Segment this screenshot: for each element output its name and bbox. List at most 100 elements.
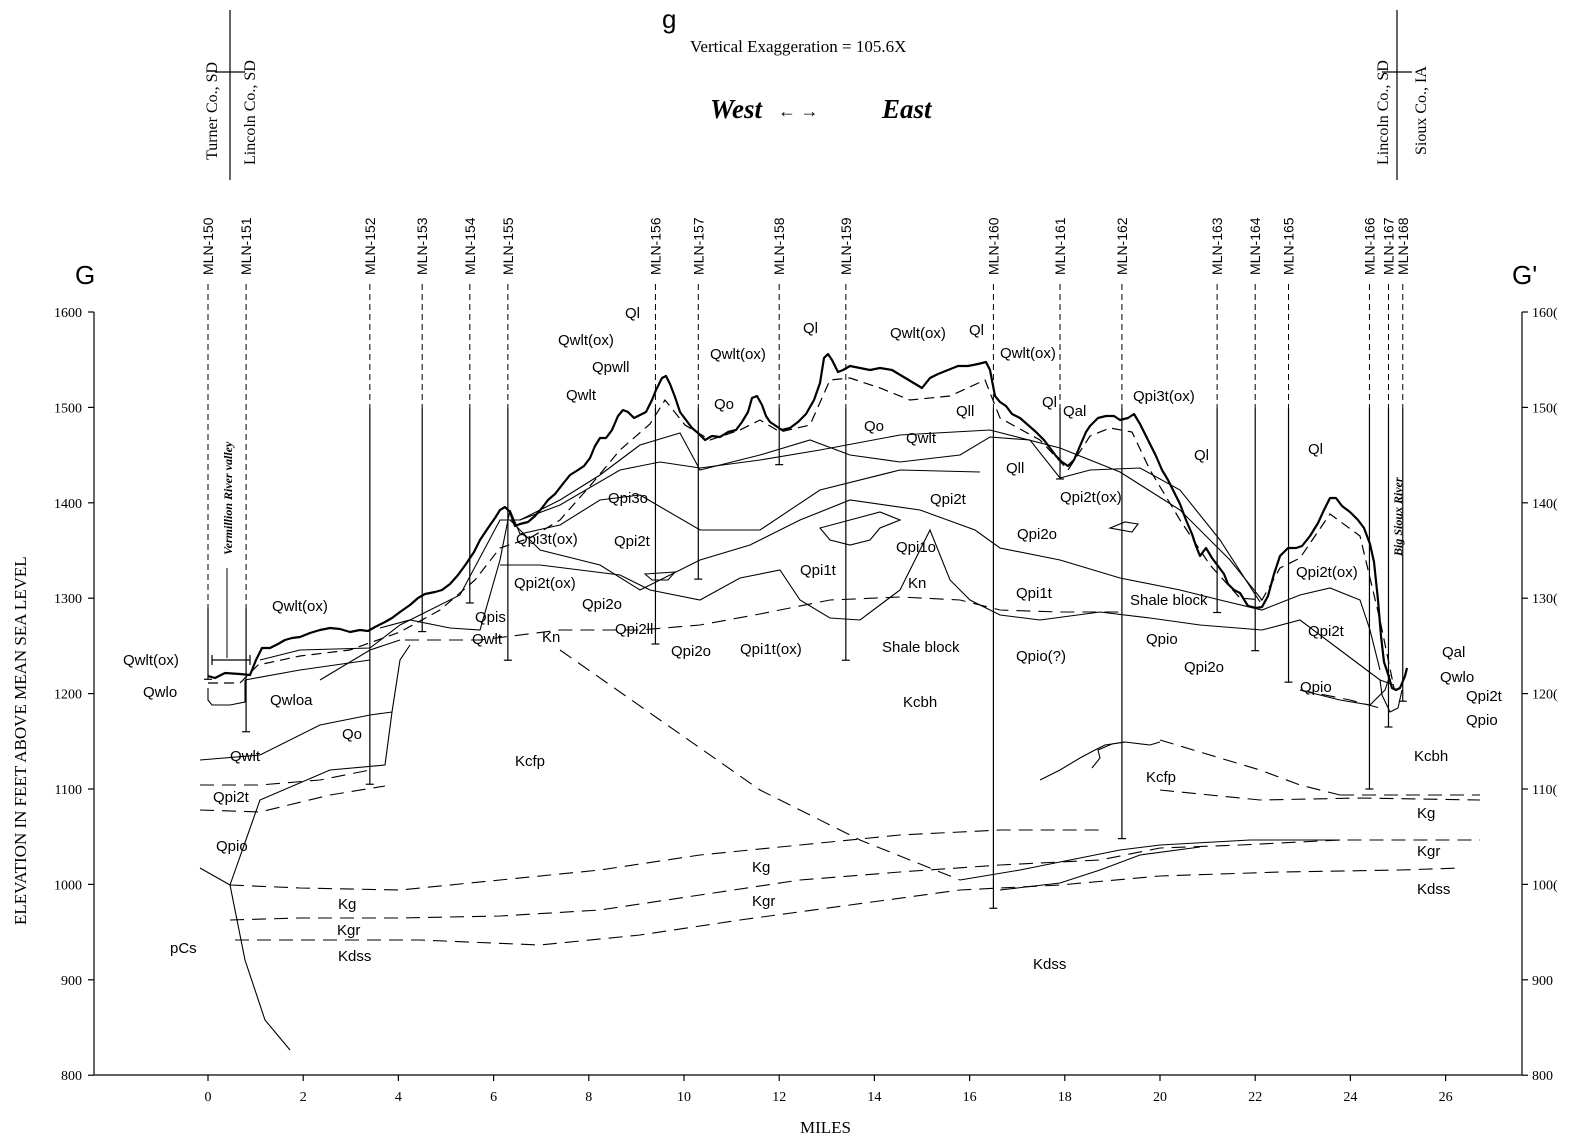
county-sioux: Sioux Co., IA [1413, 66, 1430, 155]
direction-east: East [881, 94, 933, 124]
y-tick-label: 1300 [54, 592, 82, 607]
x-tick-label: 18 [1058, 1090, 1072, 1105]
unit-labels: Qwlt(ox) Qwlo Qwloa Qwlt(ox) Qwlt Qo Qpi… [123, 305, 1503, 973]
label-kgr-west: Kgr [337, 922, 360, 939]
label-qo-west: Qo [342, 726, 362, 743]
well-label: MLN-152 [362, 217, 378, 275]
dashed-contacts [199, 596, 1481, 946]
well-label: MLN-164 [1247, 217, 1263, 275]
label-qwlo-west: Qwlo [143, 684, 177, 701]
label-kdss-west: Kdss [338, 948, 371, 965]
well-mln-168: MLN-168 [1395, 217, 1411, 702]
well-mln-165: MLN-165 [1281, 217, 1297, 683]
label-kn-mid: Kn [908, 575, 926, 592]
label-ql-5: Ql [1194, 447, 1209, 464]
label-qo-mid: Qo [714, 396, 734, 413]
label-qwloa: Qwloa [270, 692, 313, 709]
well-label: MLN-162 [1114, 217, 1130, 275]
well-label: MLN-160 [985, 217, 1001, 275]
well-label: MLN-158 [771, 217, 787, 275]
county-boundary-east: Lincoln Co., SD Sioux Co., IA [1375, 10, 1430, 180]
label-kcfp-east: Kcfp [1146, 769, 1176, 786]
y-tick-label-right: 140( [1532, 497, 1558, 512]
label-qwlt-ox-5: Qwlt(ox) [890, 325, 946, 342]
solid-bedrock-contacts [959, 839, 1340, 891]
label-qal-east: Qal [1442, 644, 1465, 661]
y-tick-label-right: 100( [1532, 878, 1558, 893]
label-qpi2t-far: Qpi2t [1308, 623, 1345, 640]
label-kg-mid: Kg [752, 859, 770, 876]
well-label: MLN-166 [1361, 217, 1377, 275]
label-kg-west: Kg [338, 896, 356, 913]
well-logs: MLN-150 MLN-151 MLN-152 MLN-153 MLN-154 MLN-1… [200, 217, 1411, 909]
well-mln-160: MLN-160 [985, 217, 1001, 909]
x-tick-label: 6 [490, 1090, 497, 1105]
well-mln-155: MLN-155 [500, 217, 516, 661]
y-tick-label: 1400 [54, 497, 82, 512]
y-tick-label: 1600 [54, 306, 82, 321]
label-qpi1t-mid: Qpi1t [800, 562, 837, 579]
x-tick-label: 4 [395, 1090, 402, 1105]
well-label: MLN-155 [500, 217, 516, 275]
y-tick-label-right: 130( [1532, 592, 1558, 607]
big-sioux-river-label: Big Sioux River [1391, 477, 1405, 557]
label-qpi2o-mid: Qpi2o [582, 596, 622, 613]
y-tick-label-right: 900 [1532, 974, 1553, 989]
well-label: MLN-163 [1209, 217, 1225, 275]
x-tick-label: 2 [300, 1090, 307, 1105]
label-qwlo-east: Qwlo [1440, 669, 1474, 686]
x-tick-label: 16 [963, 1090, 977, 1105]
well-mln-163: MLN-163 [1209, 217, 1225, 614]
label-qpi2t-east-edge: Qpi2t [1466, 688, 1503, 705]
well-mln-150: MLN-150 [200, 217, 216, 680]
label-qwlt-ox-west: Qwlt(ox) [123, 652, 179, 669]
y-tick-label: 1500 [54, 401, 82, 416]
label-qwlt-ox-2: Qwlt(ox) [272, 598, 328, 615]
label-qo-center: Qo [864, 418, 884, 435]
well-mln-161: MLN-161 [1052, 217, 1068, 480]
well-label: MLN-153 [414, 217, 430, 275]
well-mln-166: MLN-166 [1361, 217, 1377, 790]
label-pcs: pCs [170, 940, 197, 957]
y-tick-label-right: 160( [1532, 306, 1558, 321]
label-kcfp-west: Kcfp [515, 753, 545, 770]
label-shale-block-2: Shale block [1130, 592, 1208, 609]
county-lincoln-east: Lincoln Co., SD [1375, 60, 1392, 165]
well-label: MLN-157 [690, 217, 706, 275]
y-axis-label: ELEVATION IN FEET ABOVE MEAN SEA LEVEL [11, 556, 30, 925]
label-qpi2o-far-east: Qpi2o [1184, 659, 1224, 676]
label-qpio-far: Qpio [1300, 679, 1332, 696]
label-qll-2: Qll [1006, 460, 1024, 477]
well-mln-159: MLN-159 [838, 217, 854, 661]
y-tick-label: 900 [61, 974, 82, 989]
vermillion-valley-label: Vermillion River valley [221, 441, 235, 555]
label-qpi3t-ox-east: Qpi3t(ox) [1133, 388, 1195, 405]
y-tick-label: 1000 [54, 878, 82, 893]
label-qwlt-mid: Qwlt [472, 631, 503, 648]
label-ql-1: Ql [625, 305, 640, 322]
x-tick-label: 8 [585, 1090, 592, 1105]
y-tick-label: 1100 [55, 783, 82, 798]
well-mln-157: MLN-157 [690, 217, 706, 580]
label-qpi2t-ox-east: Qpi2t(ox) [1060, 489, 1122, 506]
x-tick-label: 14 [867, 1090, 881, 1105]
direction-west: West [710, 94, 763, 124]
county-lincoln-west: Lincoln Co., SD [242, 60, 259, 165]
section-end-letter: G' [1512, 260, 1537, 290]
y-tick-label: 1200 [54, 688, 82, 703]
y-tick-label: 800 [61, 1069, 82, 1084]
label-qpis: Qpis [475, 609, 506, 626]
well-label: MLN-151 [238, 217, 254, 275]
label-ql-6: Ql [1308, 441, 1323, 458]
label-qpio-east-edge: Qpio [1466, 712, 1498, 729]
y-tick-label-right: 110( [1532, 783, 1557, 798]
label-qwlt-ox-6: Qwlt(ox) [1000, 345, 1056, 362]
label-qll-1: Qll [956, 403, 974, 420]
label-kcbh-east: Kcbh [1414, 748, 1448, 765]
label-kn-west: Kn [542, 629, 560, 646]
label-qpio-west: Qpio [216, 838, 248, 855]
well-label: MLN-165 [1281, 217, 1297, 275]
well-mln-156: MLN-156 [647, 217, 663, 645]
well-mln-152: MLN-152 [362, 217, 378, 785]
label-qpi2t-center: Qpi2t [930, 491, 967, 508]
